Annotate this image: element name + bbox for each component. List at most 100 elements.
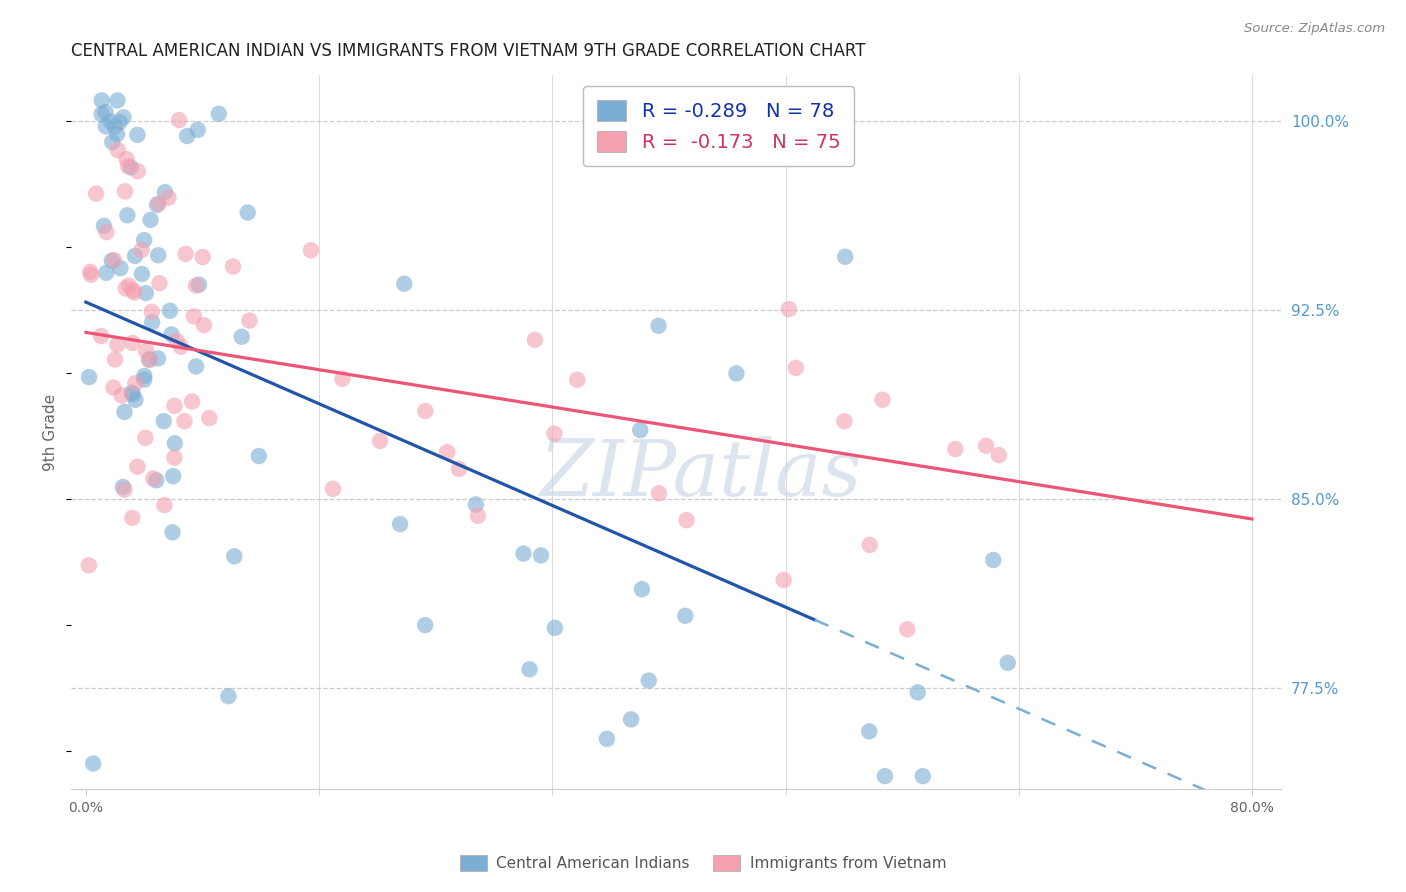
Point	[114, 405, 136, 419]
Point	[90, 107, 112, 121]
Point	[105, 337, 128, 351]
Point	[135, 286, 157, 301]
Point	[127, 164, 149, 178]
Point	[181, 394, 204, 409]
Point	[519, 662, 541, 676]
Point	[117, 208, 139, 222]
Point	[567, 373, 589, 387]
Point	[104, 120, 127, 134]
Point	[134, 373, 156, 387]
Point	[834, 414, 856, 428]
Point	[772, 573, 794, 587]
Point	[907, 685, 929, 699]
Point	[389, 517, 412, 532]
Point	[110, 388, 132, 402]
Point	[139, 213, 162, 227]
Text: CENTRAL AMERICAN INDIAN VS IMMIGRANTS FROM VIETNAM 9TH GRADE CORRELATION CHART: CENTRAL AMERICAN INDIAN VS IMMIGRANTS FR…	[72, 42, 866, 60]
Point	[648, 486, 671, 500]
Point	[120, 161, 142, 175]
Point	[122, 285, 145, 300]
Point	[90, 94, 112, 108]
Point	[162, 469, 184, 483]
Point	[84, 186, 107, 201]
Point	[159, 303, 181, 318]
Point	[187, 123, 209, 137]
Point	[122, 283, 145, 297]
Point	[103, 253, 125, 268]
Point	[127, 128, 149, 142]
Point	[160, 327, 183, 342]
Point	[117, 159, 139, 173]
Point	[82, 756, 104, 771]
Point	[222, 260, 245, 274]
Point	[145, 473, 167, 487]
Point	[170, 340, 193, 354]
Point	[153, 498, 176, 512]
Point	[173, 414, 195, 428]
Point	[637, 673, 659, 688]
Point	[641, 128, 664, 142]
Point	[543, 426, 565, 441]
Point	[103, 380, 125, 394]
Point	[184, 359, 207, 374]
Point	[101, 135, 124, 149]
Point	[107, 94, 129, 108]
Point	[231, 330, 253, 344]
Point	[987, 448, 1010, 462]
Point	[299, 244, 322, 258]
Point	[148, 248, 170, 262]
Point	[142, 471, 165, 485]
Point	[114, 185, 136, 199]
Point	[413, 404, 436, 418]
Point	[166, 334, 188, 348]
Point	[121, 385, 143, 400]
Point	[176, 128, 198, 143]
Legend: R = -0.289   N = 78, R =  -0.173   N = 75: R = -0.289 N = 78, R = -0.173 N = 75	[583, 87, 853, 166]
Point	[544, 621, 567, 635]
Point	[675, 513, 697, 527]
Point	[413, 618, 436, 632]
Point	[858, 724, 880, 739]
Point	[620, 712, 643, 726]
Point	[110, 261, 132, 276]
Point	[247, 449, 270, 463]
Point	[673, 608, 696, 623]
Legend: Central American Indians, Immigrants from Vietnam: Central American Indians, Immigrants fro…	[454, 849, 952, 877]
Point	[163, 450, 186, 465]
Point	[943, 442, 966, 457]
Point	[596, 731, 619, 746]
Point	[115, 152, 138, 166]
Point	[198, 411, 221, 425]
Point	[135, 344, 157, 359]
Point	[464, 498, 486, 512]
Point	[997, 656, 1019, 670]
Point	[153, 185, 176, 199]
Point	[101, 253, 124, 268]
Point	[124, 392, 146, 407]
Point	[647, 318, 669, 333]
Point	[127, 459, 149, 474]
Point	[77, 370, 100, 384]
Point	[104, 352, 127, 367]
Point	[187, 277, 209, 292]
Point	[114, 281, 136, 295]
Point	[224, 549, 246, 564]
Point	[447, 462, 470, 476]
Point	[981, 553, 1004, 567]
Point	[208, 107, 231, 121]
Point	[628, 423, 651, 437]
Point	[872, 392, 894, 407]
Point	[193, 318, 215, 333]
Point	[108, 115, 131, 129]
Point	[191, 250, 214, 264]
Point	[163, 436, 186, 450]
Point	[146, 198, 169, 212]
Point	[141, 315, 163, 329]
Point	[238, 313, 260, 327]
Point	[163, 399, 186, 413]
Point	[217, 690, 239, 704]
Point	[138, 353, 160, 368]
Point	[873, 769, 896, 783]
Point	[111, 480, 134, 494]
Point	[332, 372, 354, 386]
